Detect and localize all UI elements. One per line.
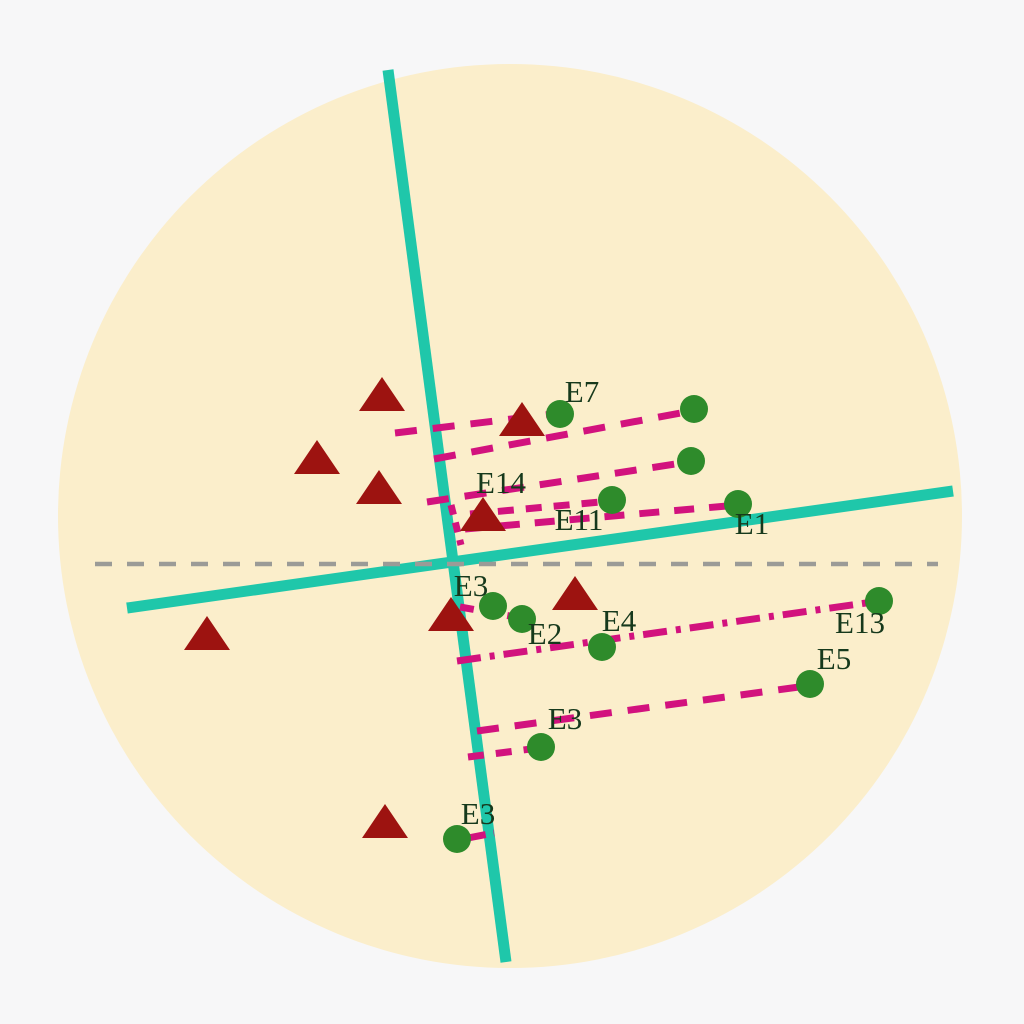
sample-point: [796, 670, 824, 698]
species-triangle: [359, 377, 405, 411]
sample-point: [724, 490, 752, 518]
sample-point: [677, 447, 705, 475]
axis-line: [382, 69, 512, 963]
species-triangle: [552, 576, 598, 610]
point-label: E7: [565, 374, 599, 409]
species-triangle: [460, 497, 506, 531]
point-label: E11: [555, 502, 604, 537]
connector-line: [464, 502, 728, 533]
point-label: E3: [454, 568, 488, 603]
connector-line: [447, 504, 465, 546]
connector-line: [476, 683, 800, 735]
point-label: E1: [735, 506, 769, 541]
connector-line: [456, 599, 867, 665]
point-label: E2: [528, 616, 562, 651]
sample-point: [598, 486, 626, 514]
sample-point: [508, 605, 536, 633]
sample-point: [588, 633, 616, 661]
connector-line: [467, 744, 540, 761]
sample-point: [479, 592, 507, 620]
species-triangle: [294, 440, 340, 474]
species-triangle: [499, 402, 545, 436]
sample-point: [680, 395, 708, 423]
sample-point: [546, 400, 574, 428]
point-label: E14: [476, 465, 526, 500]
sample-point: [443, 825, 471, 853]
point-label: E3: [548, 701, 582, 736]
point-label: E3: [461, 796, 495, 831]
species-triangle: [362, 804, 408, 838]
connector-line: [426, 459, 683, 506]
connector-line: [433, 408, 687, 463]
axis-line: [126, 485, 954, 614]
boundary-disk: [58, 64, 962, 968]
species-triangle: [356, 470, 402, 504]
connector-line: [467, 829, 495, 842]
sample-point: [527, 733, 555, 761]
point-label: E5: [817, 641, 851, 676]
point-label: E13: [835, 605, 885, 640]
point-label: E4: [602, 603, 637, 638]
species-triangle: [184, 616, 230, 650]
species-triangle: [428, 597, 474, 631]
connector-line: [469, 498, 601, 518]
sample-point: [865, 587, 893, 615]
